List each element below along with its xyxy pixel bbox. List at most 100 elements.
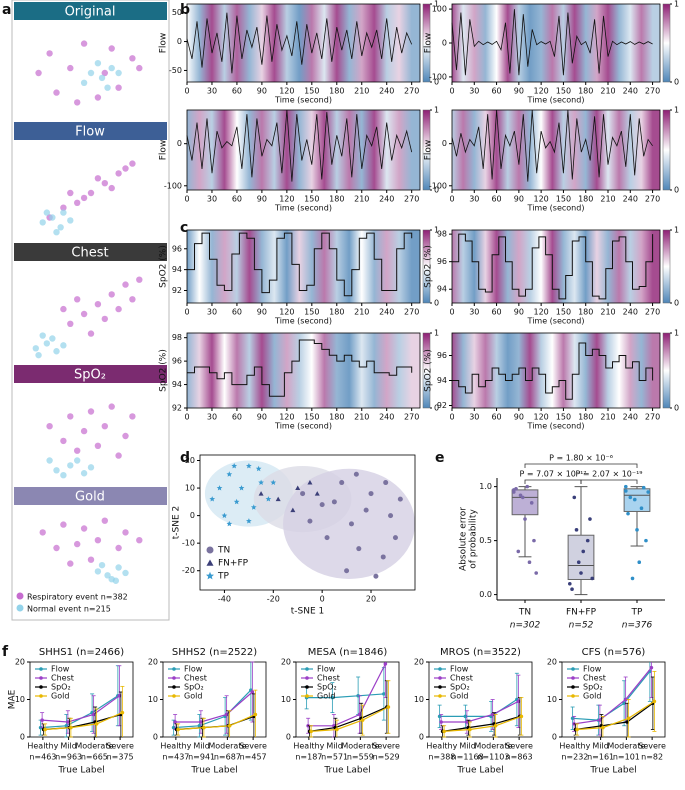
signal-line [451,9,653,76]
y-tick-label: 92 [172,286,182,295]
x-tick-label: Severe [239,742,267,751]
point [87,408,95,415]
point [630,576,635,581]
point [94,568,102,575]
legend-marker [39,685,43,689]
series-line [43,713,122,731]
x-tick-label: 90 [257,308,267,317]
series-line [175,691,253,723]
point [39,332,46,339]
comparison-bracket [580,479,638,484]
point [216,485,223,491]
colorbar [662,229,671,304]
series-line [311,706,389,732]
series-line [442,715,521,732]
plot-frame [186,332,421,409]
marker [64,723,69,728]
x-tick-label: 60 [491,308,501,317]
point [94,537,102,544]
x-axis-label: Time (second) [527,422,585,431]
colorbar-tick-label: 0 [434,404,439,413]
marker [649,665,654,670]
point [581,549,586,554]
point [49,214,56,221]
point [122,281,129,288]
y-tick-label: 20 [185,456,195,465]
point [35,351,42,359]
legend-label: Flow [184,665,203,674]
point [635,528,639,532]
legend-marker [438,685,442,689]
point [53,544,60,552]
x-tick-label: TN [518,608,531,618]
y-tick-label: -20 [182,566,195,575]
legend-marker [305,694,309,698]
y-tick-label: 0 [177,139,182,148]
x-tick-label: 90 [514,87,524,96]
point [265,496,272,502]
point [53,89,60,96]
point [60,204,67,211]
point [67,189,74,197]
point [98,74,106,82]
x-tick-label: 240 [623,308,638,317]
x-tick-label: 180 [329,87,344,96]
point [46,457,53,464]
colorbar-tick-label: 1 [434,106,439,115]
point [250,504,257,510]
x-axis-label: True Label [323,766,370,776]
marker [357,712,362,717]
x-tick-label: 120 [279,87,294,96]
x-tick-label: 60 [232,413,242,422]
marker [202,725,206,730]
x-axis-label: t-SNE 1 [291,607,325,617]
colorbar [422,229,431,304]
point [80,40,88,47]
x-tick-label: 30 [469,195,479,204]
point [568,582,572,586]
legend-marker [571,676,575,680]
panel-title-bar [14,365,167,383]
point [122,569,129,577]
x-tick-label: 90 [257,87,267,96]
marker [69,725,73,730]
point [94,442,102,449]
x-tick-label: 0 [449,413,454,422]
n-label: n=302 [510,621,541,631]
series-line [574,667,652,725]
panel-border [11,0,170,621]
y-tick-label: 96 [172,244,182,253]
marker [625,720,629,724]
x-tick-label: 60 [491,413,501,422]
x-tick-label: 270 [404,308,419,317]
x-tick-label: 30 [469,413,479,422]
y-tick-label: 92 [437,401,447,410]
n-label: n=161 [587,753,614,762]
point [388,513,394,519]
x-tick-label: 180 [329,308,344,317]
point [353,471,359,477]
heatmap [452,230,660,303]
y-tick-label: 0.0 [479,590,492,599]
y-tick-label: 92 [172,404,182,413]
point [136,276,143,283]
x-tick-label: 90 [257,413,267,422]
legend-label: Chest [184,674,207,683]
colorbar-tick-label: 1 [674,0,679,9]
point [295,485,301,491]
point [94,94,102,101]
y-axis-label: Flow [424,140,434,161]
y-tick-label: -100 [164,181,182,190]
panel-label: c [180,220,188,236]
x-tick-label: 120 [534,413,549,422]
x-tick-label: Moderate [341,742,379,751]
x-tick-label: 270 [645,413,660,422]
x-axis-label: Time (second) [274,317,332,326]
point [356,546,362,552]
marker [490,712,495,717]
point [122,529,129,536]
y-tick-label: 20 [15,658,25,667]
n-label: n=665 [81,753,108,762]
x-tick-label: 180 [578,195,593,204]
x-tick-label: 90 [514,413,524,422]
